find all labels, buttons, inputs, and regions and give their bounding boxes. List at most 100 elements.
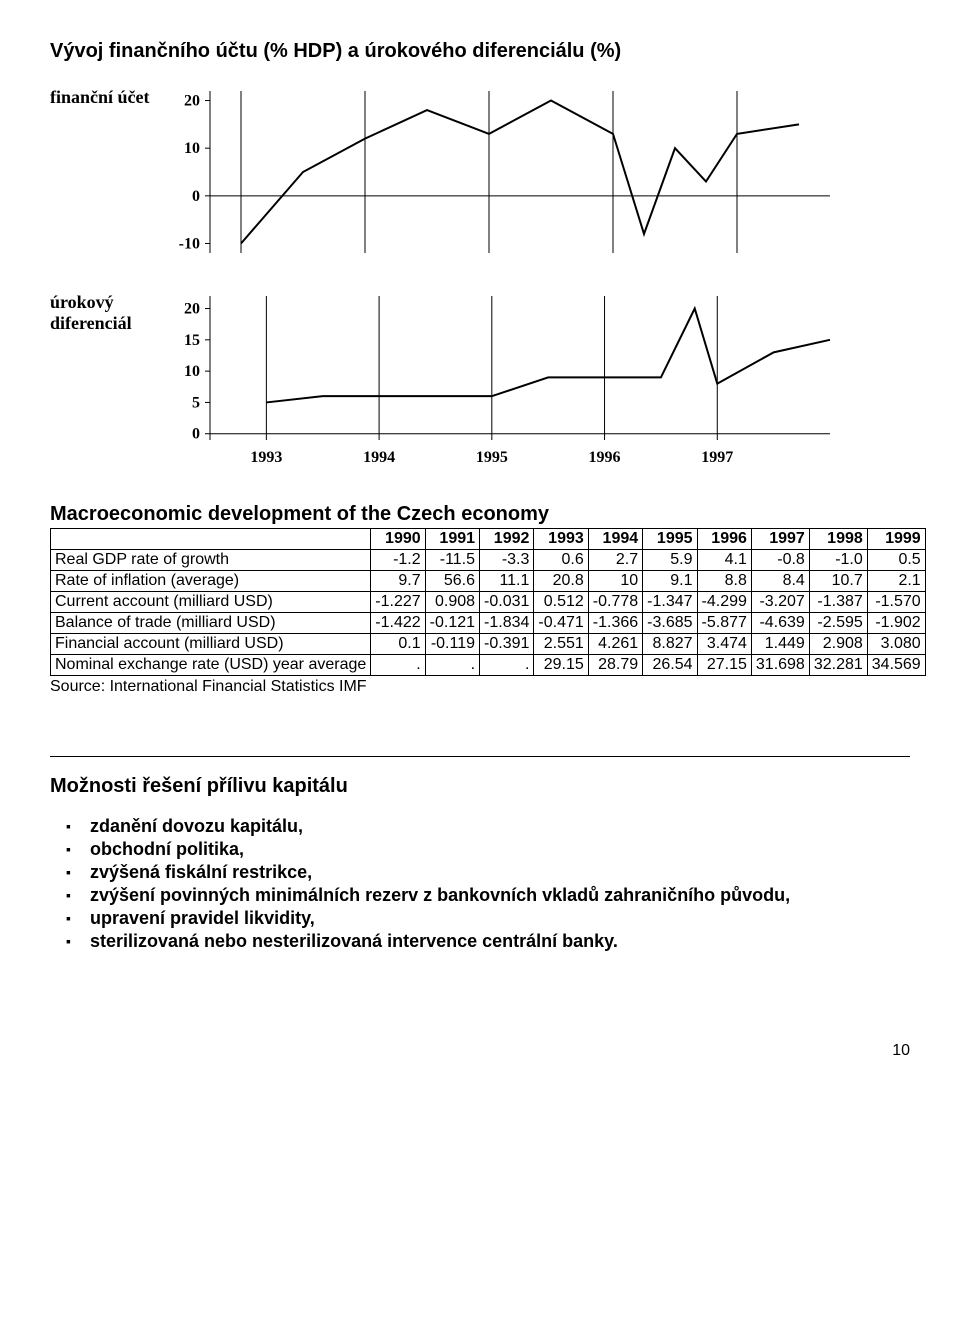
table-cell: -0.031 bbox=[480, 592, 534, 613]
table-source: Source: International Financial Statisti… bbox=[50, 678, 910, 696]
row-label: Balance of trade (milliard USD) bbox=[51, 613, 371, 634]
table-col-header: 1995 bbox=[643, 529, 697, 550]
table-cell: -3.3 bbox=[480, 550, 534, 571]
table-cell: 0.908 bbox=[425, 592, 479, 613]
table-cell: 5.9 bbox=[643, 550, 697, 571]
table-cell: 32.281 bbox=[809, 655, 867, 676]
table-cell: 2.908 bbox=[809, 634, 867, 655]
list-item: upravení pravidel likvidity, bbox=[90, 908, 910, 929]
table-cell: -1.227 bbox=[371, 592, 425, 613]
table-cell: -0.471 bbox=[534, 613, 588, 634]
table-cell: 8.8 bbox=[697, 571, 751, 592]
table-col-header: 1992 bbox=[480, 529, 534, 550]
row-label: Nominal exchange rate (USD) year average bbox=[51, 655, 371, 676]
table-cell: -1.347 bbox=[643, 592, 697, 613]
table-cell: 0.1 bbox=[371, 634, 425, 655]
table-cell: . bbox=[480, 655, 534, 676]
svg-text:-10: -10 bbox=[179, 235, 200, 252]
table-col-header: 1997 bbox=[751, 529, 809, 550]
row-label: Rate of inflation (average) bbox=[51, 571, 371, 592]
table-cell: -1.422 bbox=[371, 613, 425, 634]
table-cell: -4.299 bbox=[697, 592, 751, 613]
page-title: Vývoj finančního účtu (% HDP) a úrokovéh… bbox=[50, 40, 910, 63]
list-item: zvýšení povinných minimálních rezerv z b… bbox=[90, 885, 910, 906]
svg-text:1994: 1994 bbox=[363, 449, 395, 466]
table-cell: 2.551 bbox=[534, 634, 588, 655]
table-cell: 9.1 bbox=[643, 571, 697, 592]
svg-text:1993: 1993 bbox=[250, 449, 282, 466]
svg-text:1996: 1996 bbox=[589, 449, 621, 466]
table-row: Balance of trade (milliard USD)-1.422-0.… bbox=[51, 613, 926, 634]
table-cell: 11.1 bbox=[480, 571, 534, 592]
macro-table: 1990199119921993199419951996199719981999… bbox=[50, 528, 926, 676]
chart-interest-differential: úrokový diferenciál 1993 1994 1995 1996 1997… bbox=[50, 288, 910, 473]
table-cell: 4.1 bbox=[697, 550, 751, 571]
table-cell: -1.902 bbox=[867, 613, 925, 634]
svg-text:20: 20 bbox=[184, 93, 200, 110]
table-cell: 8.827 bbox=[643, 634, 697, 655]
table-cell: 31.698 bbox=[751, 655, 809, 676]
table-cell: -3.207 bbox=[751, 592, 809, 613]
table-cell: 10.7 bbox=[809, 571, 867, 592]
list-item: sterilizovaná nebo nesterilizovaná inter… bbox=[90, 931, 910, 952]
table-cell: 56.6 bbox=[425, 571, 479, 592]
table-cell: 20.8 bbox=[534, 571, 588, 592]
chart2-svg: 1993199419951996199720151050 bbox=[160, 288, 910, 473]
table-cell: 1.449 bbox=[751, 634, 809, 655]
chart2-label: úrokový diferenciál bbox=[50, 288, 160, 334]
table-cell: -0.121 bbox=[425, 613, 479, 634]
svg-text:1997: 1997 bbox=[701, 449, 733, 466]
table-col-header: 1991 bbox=[425, 529, 479, 550]
table-cell: 3.080 bbox=[867, 634, 925, 655]
table-cell: -11.5 bbox=[425, 550, 479, 571]
table-cell: -0.391 bbox=[480, 634, 534, 655]
table-row: Current account (milliard USD)-1.2270.90… bbox=[51, 592, 926, 613]
svg-text:5: 5 bbox=[192, 394, 200, 411]
table-cell: 28.79 bbox=[588, 655, 642, 676]
bullet-list: zdanění dovozu kapitálu,obchodní politik… bbox=[50, 816, 910, 952]
table-cell: 0.5 bbox=[867, 550, 925, 571]
list-item: zdanění dovozu kapitálu, bbox=[90, 816, 910, 837]
table-cell: 4.261 bbox=[588, 634, 642, 655]
table-cell: -2.595 bbox=[809, 613, 867, 634]
table-col-header: 1999 bbox=[867, 529, 925, 550]
svg-text:10: 10 bbox=[184, 140, 200, 157]
table-cell: -5.877 bbox=[697, 613, 751, 634]
table-cell: -4.639 bbox=[751, 613, 809, 634]
table-cell: -0.8 bbox=[751, 550, 809, 571]
table-cell: 0.512 bbox=[534, 592, 588, 613]
table-cell: -1.366 bbox=[588, 613, 642, 634]
svg-text:0: 0 bbox=[192, 188, 200, 205]
table-cell: -1.2 bbox=[371, 550, 425, 571]
table-row: Rate of inflation (average)9.756.611.120… bbox=[51, 571, 926, 592]
row-label: Real GDP rate of growth bbox=[51, 550, 371, 571]
table-col-header: 1996 bbox=[697, 529, 751, 550]
table-cell: 8.4 bbox=[751, 571, 809, 592]
table-col-header: 1998 bbox=[809, 529, 867, 550]
chart-financial-account: finanční účet 20100-10 bbox=[50, 83, 910, 268]
page-number: 10 bbox=[50, 1042, 910, 1060]
table-cell: -0.778 bbox=[588, 592, 642, 613]
svg-text:0: 0 bbox=[192, 426, 200, 443]
table-cell: 2.1 bbox=[867, 571, 925, 592]
table-cell: 26.54 bbox=[643, 655, 697, 676]
row-label: Current account (milliard USD) bbox=[51, 592, 371, 613]
svg-text:20: 20 bbox=[184, 301, 200, 318]
svg-text:10: 10 bbox=[184, 363, 200, 380]
table-col-header: 1990 bbox=[371, 529, 425, 550]
table-cell: -1.570 bbox=[867, 592, 925, 613]
table-cell: -1.834 bbox=[480, 613, 534, 634]
svg-text:1995: 1995 bbox=[476, 449, 508, 466]
table-cell: -0.119 bbox=[425, 634, 479, 655]
list-item: zvýšená fiskální restrikce, bbox=[90, 862, 910, 883]
table-cell: . bbox=[425, 655, 479, 676]
table-cell: . bbox=[371, 655, 425, 676]
table-cell: 0.6 bbox=[534, 550, 588, 571]
table-cell: 34.569 bbox=[867, 655, 925, 676]
table-cell: -3.685 bbox=[643, 613, 697, 634]
divider bbox=[50, 756, 910, 757]
table-cell: -1.0 bbox=[809, 550, 867, 571]
table-row: Nominal exchange rate (USD) year average… bbox=[51, 655, 926, 676]
table-cell: 27.15 bbox=[697, 655, 751, 676]
list-item: obchodní politika, bbox=[90, 839, 910, 860]
